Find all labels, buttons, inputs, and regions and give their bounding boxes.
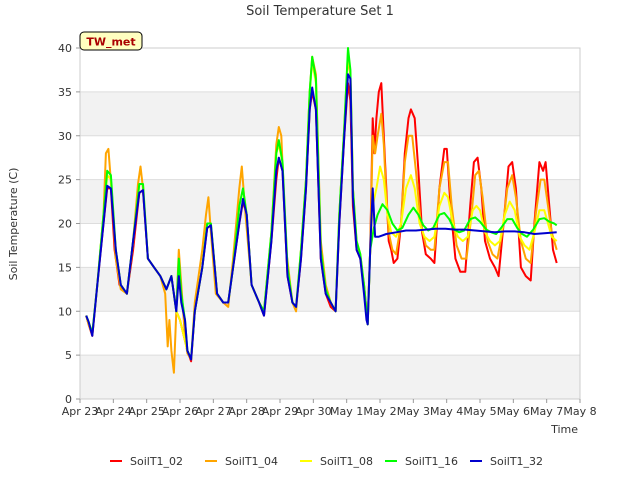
y-tick-label: 35: [58, 86, 72, 99]
legend-label: SoilT1_16: [405, 455, 458, 468]
y-axis-ticks: 0 5 10 15 20 25 30 35 40: [58, 42, 80, 406]
legend-item: SoilT1_08: [300, 455, 373, 468]
legend-item: SoilT1_02: [110, 455, 183, 468]
legend-label: SoilT1_32: [490, 455, 543, 468]
x-tick-label: May 5: [463, 405, 496, 418]
y-tick-label: 30: [58, 130, 72, 143]
y-tick-label: 20: [58, 218, 72, 231]
grid-band: [80, 91, 580, 136]
grid-band: [80, 135, 580, 180]
y-tick-label: 15: [58, 261, 72, 274]
x-tick-label: May 8: [563, 405, 596, 418]
series-line-soilt1-32: [85, 73, 557, 361]
x-tick-label: May 2: [363, 405, 396, 418]
y-tick-label: 5: [65, 349, 72, 362]
grid-bands: [80, 47, 580, 400]
legend-item: SoilT1_32: [470, 455, 543, 468]
station-annotation: TW_met: [79, 31, 143, 51]
x-tick-label: Apr 23: [62, 405, 99, 418]
station-annotation-box: [79, 31, 143, 51]
grid-band: [80, 48, 580, 92]
x-tick-label: May 4: [430, 405, 463, 418]
grid-band: [80, 223, 580, 268]
x-tick-label: Apr 29: [262, 405, 299, 418]
x-tick-label: Apr 27: [195, 405, 232, 418]
y-axis-label: Soil Temperature (C): [7, 168, 20, 281]
legend-label: SoilT1_08: [320, 455, 373, 468]
y-tick-label: 40: [58, 42, 72, 55]
x-tick-label: May 3: [397, 405, 430, 418]
legend-item: SoilT1_04: [205, 455, 278, 468]
x-tick-label: Apr 25: [128, 405, 165, 418]
x-tick-label: Apr 28: [228, 405, 265, 418]
grid-band: [80, 179, 580, 224]
legend-label: SoilT1_04: [225, 455, 278, 468]
y-tick-label: 10: [58, 305, 72, 318]
x-tick-label: Apr 30: [295, 405, 332, 418]
y-tick-label: 0: [65, 393, 72, 406]
x-axis-label: Time: [550, 423, 578, 436]
x-tick-label: May 1: [330, 405, 363, 418]
x-tick-label: May 7: [530, 405, 563, 418]
station-annotation-label: TW_met: [86, 36, 135, 49]
grid-band: [80, 311, 580, 356]
chart-title: Soil Temperature Set 1: [246, 4, 394, 19]
x-tick-label: Apr 26: [162, 405, 199, 418]
x-tick-label: May 6: [497, 405, 530, 418]
legend-item: SoilT1_16: [385, 455, 458, 468]
series-lines: [85, 47, 558, 374]
y-tick-label: 25: [58, 174, 72, 187]
legend-label: SoilT1_02: [130, 455, 183, 468]
grid-band: [80, 355, 580, 399]
legend: SoilT1_02 SoilT1_04 SoilT1_08 SoilT1_16 Soil…: [110, 455, 543, 468]
x-tick-label: Apr 24: [95, 405, 132, 418]
